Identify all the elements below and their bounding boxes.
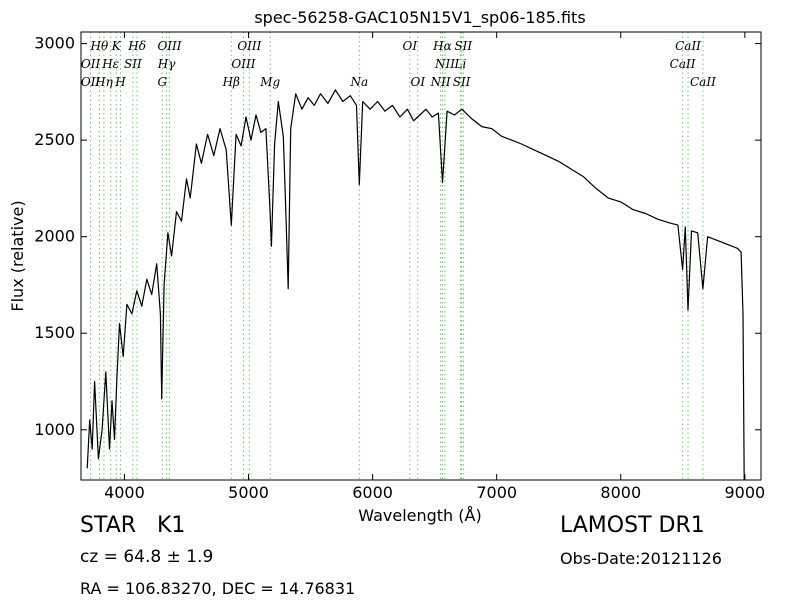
observation-date: Obs-Date:20121126 bbox=[560, 549, 722, 568]
line-marker-label: SII bbox=[124, 57, 142, 71]
line-marker-label: Mg bbox=[259, 75, 280, 89]
line-marker-label: Hε bbox=[101, 57, 119, 71]
x-axis-ticks: 4000 5000 6000 7000 8000 9000 bbox=[104, 32, 765, 502]
y-tick-label: 1000 bbox=[34, 420, 75, 439]
line-marker-label: SII bbox=[453, 75, 471, 89]
y-tick-label: 1500 bbox=[34, 323, 75, 342]
line-marker-label: Hα bbox=[432, 39, 452, 53]
x-tick-label: 8000 bbox=[600, 483, 641, 502]
y-tick-label: 2500 bbox=[34, 130, 75, 149]
line-marker-label: Hη bbox=[94, 75, 113, 89]
line-marker-label: OI bbox=[403, 39, 418, 53]
y-axis-label: Flux (relative) bbox=[8, 200, 27, 311]
line-marker-label: OIII bbox=[237, 39, 261, 53]
line-marker-label: CaII bbox=[690, 75, 716, 89]
object-type: STAR bbox=[80, 513, 137, 538]
survey-name: LAMOST DR1 bbox=[560, 513, 705, 538]
x-tick-label: 6000 bbox=[352, 483, 393, 502]
spectral-line-markers bbox=[90, 32, 704, 480]
line-marker-label: H bbox=[114, 75, 126, 89]
x-tick-label: 4000 bbox=[104, 483, 145, 502]
line-marker-label: Hθ bbox=[90, 39, 109, 53]
line-marker-label: OIII bbox=[157, 39, 181, 53]
y-axis-ticks: 1000 1500 2000 2500 3000 bbox=[34, 34, 761, 439]
line-marker-label: OI bbox=[410, 75, 425, 89]
line-marker-label: OII bbox=[81, 57, 101, 71]
y-tick-label: 2000 bbox=[34, 227, 75, 246]
x-tick-label: 5000 bbox=[228, 483, 269, 502]
line-marker-label: OIII bbox=[231, 57, 255, 71]
line-marker-label: NII bbox=[430, 75, 451, 89]
x-tick-label: 7000 bbox=[476, 483, 517, 502]
line-marker-label: Hβ bbox=[222, 75, 240, 89]
line-marker-label: Hγ bbox=[157, 57, 176, 71]
y-tick-label: 3000 bbox=[34, 34, 75, 53]
line-marker-label: CaII bbox=[675, 39, 701, 53]
line-marker-label: Li bbox=[454, 57, 467, 71]
line-marker-label: K bbox=[111, 39, 122, 53]
redshift-cz: cz = 64.8 ± 1.9 bbox=[80, 547, 214, 567]
plot-frame bbox=[80, 31, 762, 481]
line-marker-label: CaII bbox=[670, 57, 696, 71]
line-marker-label: NII bbox=[434, 57, 455, 71]
x-axis-label: Wavelength (Å) bbox=[358, 506, 481, 525]
chart-title: spec-56258-GAC105N15V1_sp06-185.fits bbox=[254, 8, 585, 28]
line-marker-label: OII bbox=[81, 75, 101, 89]
sky-coordinates: RA = 106.83270, DEC = 14.76831 bbox=[80, 579, 356, 598]
line-marker-label: Hδ bbox=[127, 39, 146, 53]
line-marker-label: G bbox=[157, 75, 167, 89]
spectral-subclass: K1 bbox=[157, 513, 186, 538]
line-marker-label: SII bbox=[454, 39, 472, 53]
line-marker-label: Na bbox=[350, 75, 369, 89]
spectrum-line bbox=[86, 89, 745, 481]
x-tick-label: 9000 bbox=[725, 483, 766, 502]
